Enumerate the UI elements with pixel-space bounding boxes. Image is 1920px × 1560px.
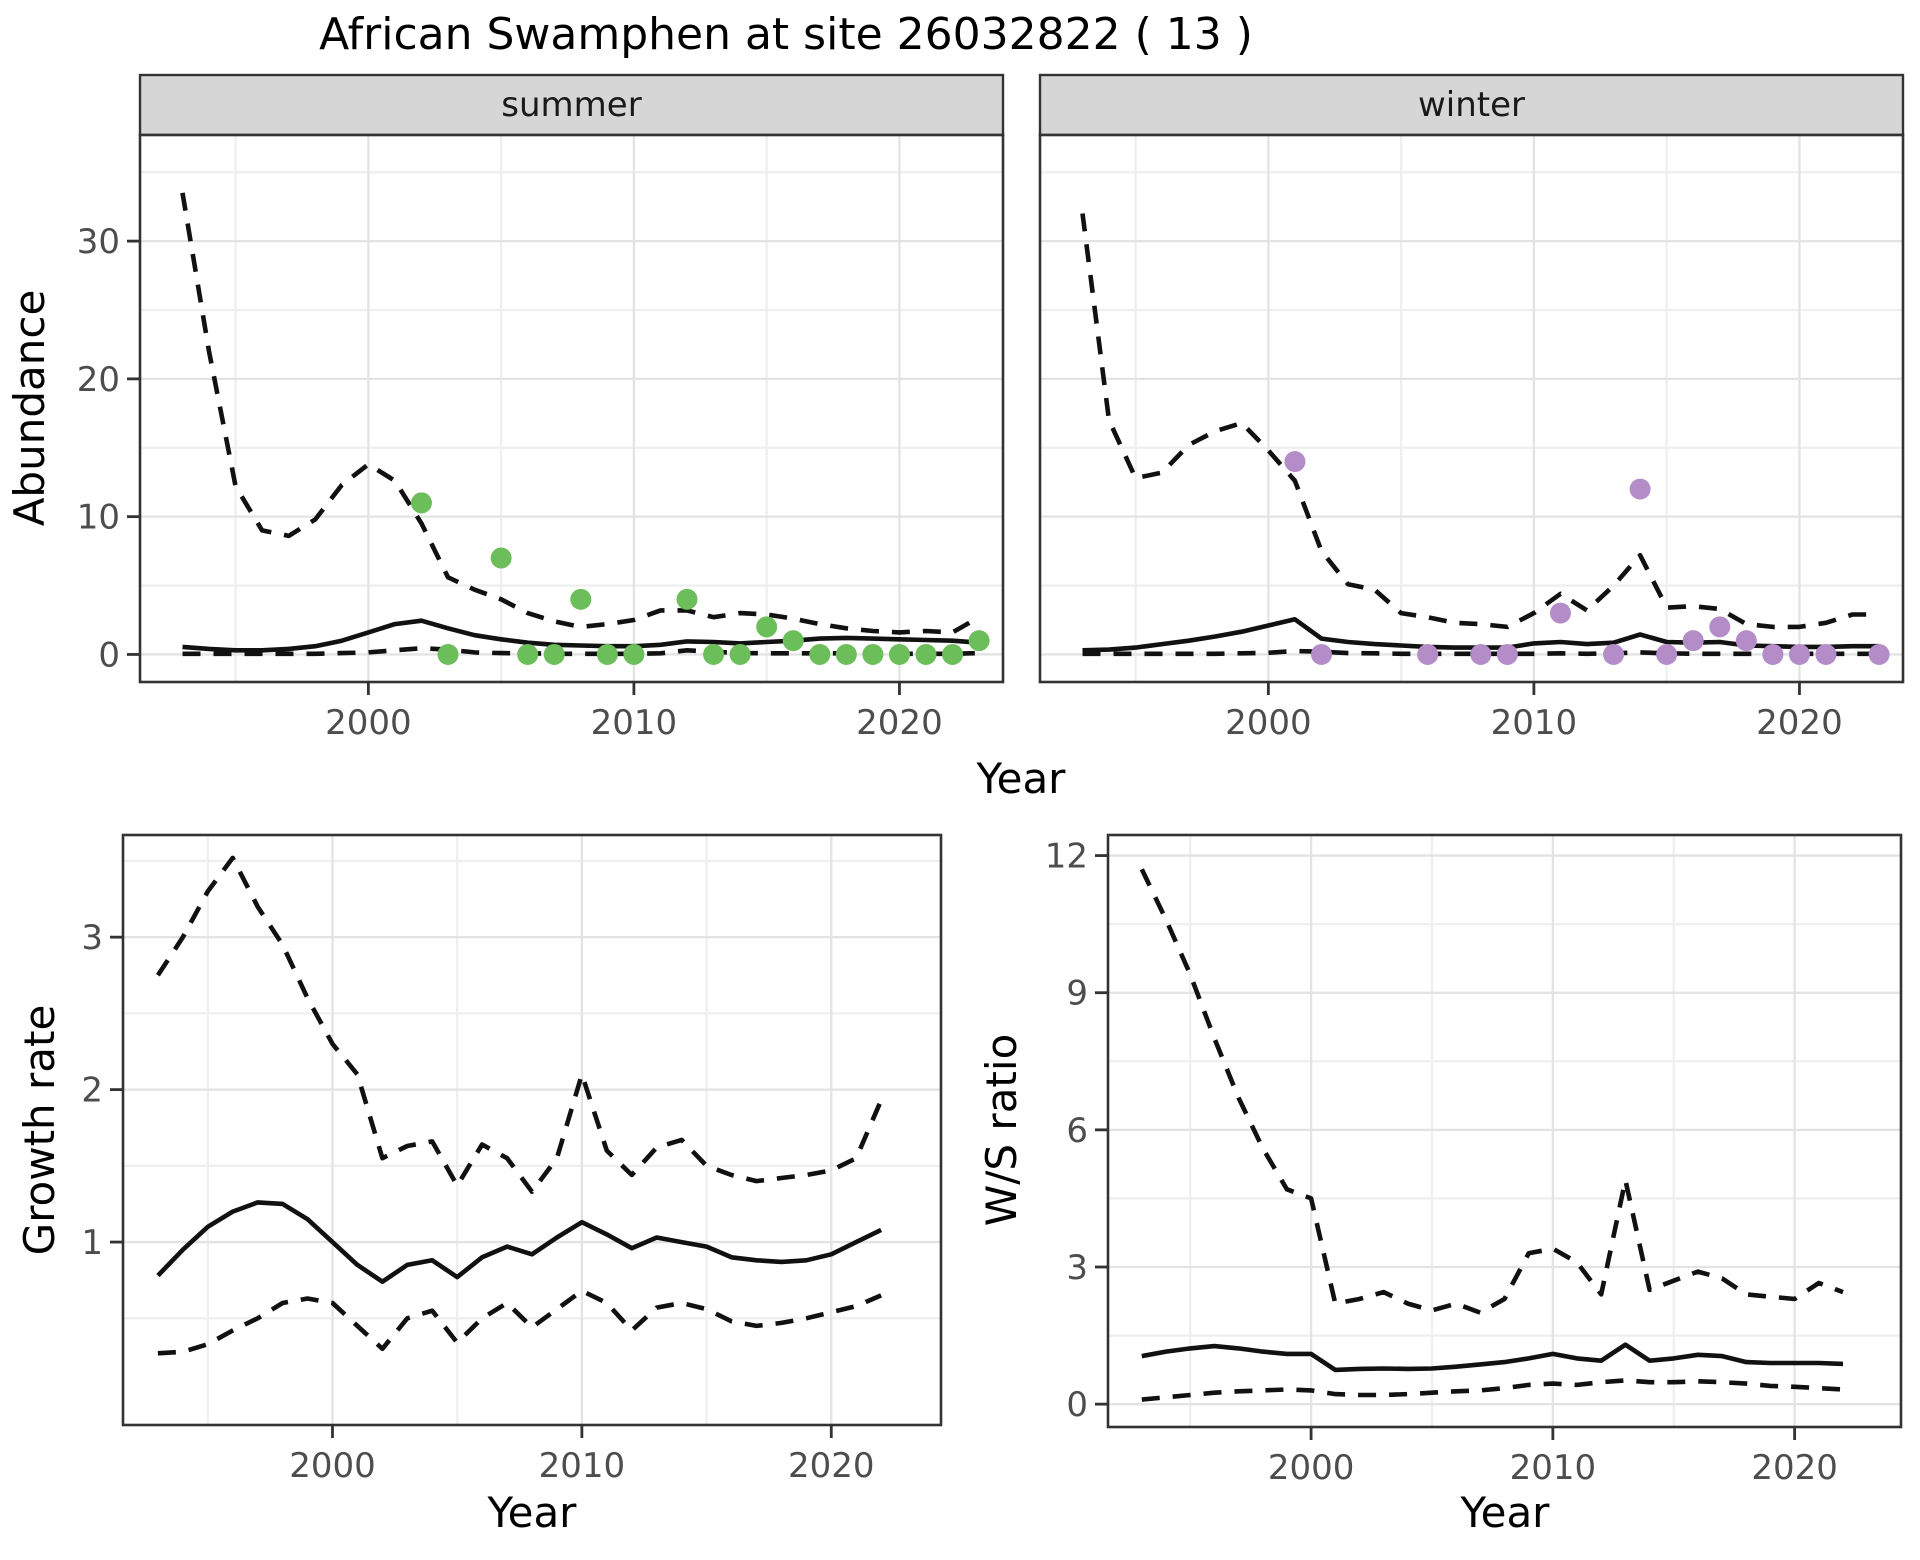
growth-panel-bg — [123, 835, 941, 1425]
winter-observed-point — [1815, 643, 1837, 665]
winter-x-tick-label: 2020 — [1756, 703, 1843, 743]
winter-x-tick-label: 2000 — [1225, 703, 1312, 743]
ws-x-tick-label: 2010 — [1510, 1448, 1597, 1488]
winter-observed-point — [1603, 643, 1625, 665]
summer-observed-point — [862, 643, 884, 665]
summer-observed-point — [543, 643, 565, 665]
winter-observed-point — [1284, 451, 1306, 473]
growth-panel-border — [121, 833, 943, 1427]
summer-mean-line — [182, 618, 980, 653]
facet-strip-label-winter: winter — [1417, 85, 1526, 125]
winter-panel-bg — [1040, 135, 1903, 682]
winter-observed-point — [1656, 643, 1678, 665]
summer-y-tick-label: 10 — [77, 498, 120, 538]
winter-observed-point — [1470, 643, 1492, 665]
summer-observed-point — [410, 492, 432, 514]
y-axis-title-growth-rate: Growth rate — [15, 1004, 64, 1256]
summer-y-tick-label: 20 — [77, 360, 120, 400]
summer-observed-point — [968, 630, 990, 652]
winter-observed-point — [1735, 630, 1757, 652]
summer-x-tick-label: 2020 — [856, 703, 943, 743]
ws-x-tick-label: 2020 — [1751, 1448, 1838, 1488]
growth-x-tick-label: 2020 — [788, 1446, 875, 1486]
y-axis-title-abundance: Abundance — [5, 289, 54, 527]
summer-observed-point — [437, 643, 459, 665]
ws-upper_ci-line — [1139, 868, 1844, 1315]
ws-y-tick-label: 0 — [1066, 1385, 1088, 1425]
summer-x-tick-label: 2000 — [325, 703, 412, 743]
facet-strip-label-summer: summer — [501, 85, 642, 125]
ws-y-tick-label: 12 — [1045, 837, 1088, 877]
summer-observed-point — [942, 643, 964, 665]
ws-lower_ci-line — [1141, 1378, 1844, 1402]
winter-facet-strip — [1038, 73, 1905, 137]
y-axis-title-ws-ratio: W/S ratio — [977, 1033, 1026, 1227]
summer-facet-strip — [138, 73, 1005, 137]
winter-observed-point — [1629, 478, 1651, 500]
winter-observed-point — [1496, 643, 1518, 665]
x-axis-title-year-growth: Year — [487, 1488, 577, 1537]
winter-x-tick-label: 2010 — [1491, 703, 1578, 743]
growth-lower_ci-line — [157, 1288, 883, 1356]
winter-lower_ci-line — [1082, 648, 1880, 657]
summer-observed-point — [809, 643, 831, 665]
summer-observed-point — [729, 643, 751, 665]
summer-observed-point — [888, 643, 910, 665]
summer-observed-point — [915, 643, 937, 665]
summer-y-tick-label: 0 — [98, 635, 120, 675]
growth-y-tick-label: 3 — [81, 918, 103, 958]
growth-mean-line — [156, 1200, 883, 1284]
x-axis-title-year-top: Year — [976, 754, 1066, 803]
summer-y-tick-label: 30 — [77, 222, 120, 262]
summer-observed-point — [570, 588, 592, 610]
ws-x-tick-label: 2000 — [1268, 1448, 1355, 1488]
winter-observed-point — [1682, 630, 1704, 652]
ws-y-tick-label: 9 — [1066, 974, 1088, 1014]
summer-observed-point — [490, 547, 512, 569]
ws-mean-line — [1141, 1342, 1844, 1373]
summer-observed-point — [623, 643, 645, 665]
winter-observed-point — [1868, 643, 1890, 665]
growth-x-tick-label: 2010 — [539, 1446, 626, 1486]
growth-y-tick-label: 2 — [81, 1071, 103, 1111]
growth-x-tick-label: 2000 — [289, 1446, 376, 1486]
summer-observed-point — [756, 616, 778, 638]
x-axis-title-year-ws: Year — [1460, 1488, 1550, 1537]
growth-upper_ci-line — [155, 855, 884, 1194]
ws-y-tick-label: 3 — [1066, 1248, 1088, 1288]
winter-observed-point — [1417, 643, 1439, 665]
winter-observed-point — [1709, 616, 1731, 638]
summer-observed-point — [596, 643, 618, 665]
summer-observed-point — [676, 588, 698, 610]
summer-observed-point — [517, 643, 539, 665]
growth-y-tick-label: 1 — [81, 1223, 103, 1263]
summer-observed-point — [782, 630, 804, 652]
summer-x-tick-label: 2010 — [591, 703, 678, 743]
summer-panel-border — [138, 133, 1005, 684]
summer-observed-point — [703, 643, 725, 665]
summer-upper_ci-line — [180, 192, 981, 635]
summer-observed-point — [835, 643, 857, 665]
ws-y-tick-label: 6 — [1066, 1111, 1088, 1151]
winter-panel-border — [1038, 133, 1905, 684]
winter-observed-point — [1762, 643, 1784, 665]
chart-title: African Swamphen at site 26032822 ( 13 ) — [319, 9, 1253, 60]
winter-observed-point — [1549, 602, 1571, 624]
winter-observed-point — [1310, 643, 1332, 665]
summer-panel-bg — [140, 135, 1003, 682]
winter-observed-point — [1788, 643, 1810, 665]
